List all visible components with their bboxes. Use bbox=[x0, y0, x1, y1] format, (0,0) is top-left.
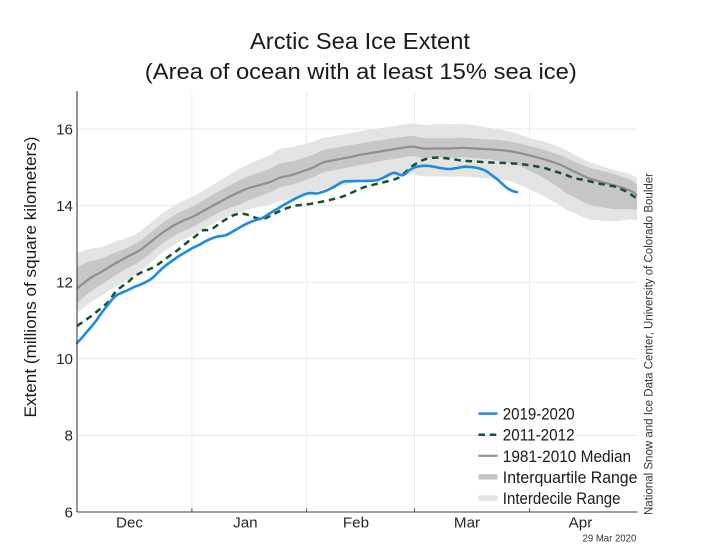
svg-text:2011-2012: 2011-2012 bbox=[503, 426, 575, 445]
svg-text:1981-2010 Median: 1981-2010 Median bbox=[503, 447, 631, 466]
svg-text:Extent (millions of square kil: Extent (millions of square kilometers) bbox=[21, 137, 40, 418]
svg-text:Dec: Dec bbox=[116, 515, 143, 532]
svg-text:6: 6 bbox=[65, 504, 73, 521]
svg-text:Interdecile Range: Interdecile Range bbox=[503, 489, 621, 508]
svg-text:Apr: Apr bbox=[569, 515, 593, 532]
svg-text:Arctic Sea Ice Extent: Arctic Sea Ice Extent bbox=[250, 28, 470, 54]
svg-text:8: 8 bbox=[65, 428, 73, 445]
svg-text:Feb: Feb bbox=[343, 515, 369, 532]
svg-text:14: 14 bbox=[56, 198, 73, 215]
svg-text:Interquartile Range: Interquartile Range bbox=[503, 468, 638, 487]
svg-text:10: 10 bbox=[56, 351, 73, 368]
svg-text:Jan: Jan bbox=[233, 515, 258, 532]
svg-text:(Area of ocean with at least 1: (Area of ocean with at least 15% sea ice… bbox=[145, 59, 577, 84]
svg-text:Mar: Mar bbox=[454, 515, 480, 532]
svg-text:16: 16 bbox=[56, 121, 73, 138]
svg-text:12: 12 bbox=[56, 275, 73, 292]
svg-text:National Snow and Ice Data Cen: National Snow and Ice Data Center, Unive… bbox=[644, 173, 656, 515]
svg-text:2019-2020: 2019-2020 bbox=[503, 405, 575, 424]
svg-text:29 Mar 2020: 29 Mar 2020 bbox=[583, 532, 637, 544]
